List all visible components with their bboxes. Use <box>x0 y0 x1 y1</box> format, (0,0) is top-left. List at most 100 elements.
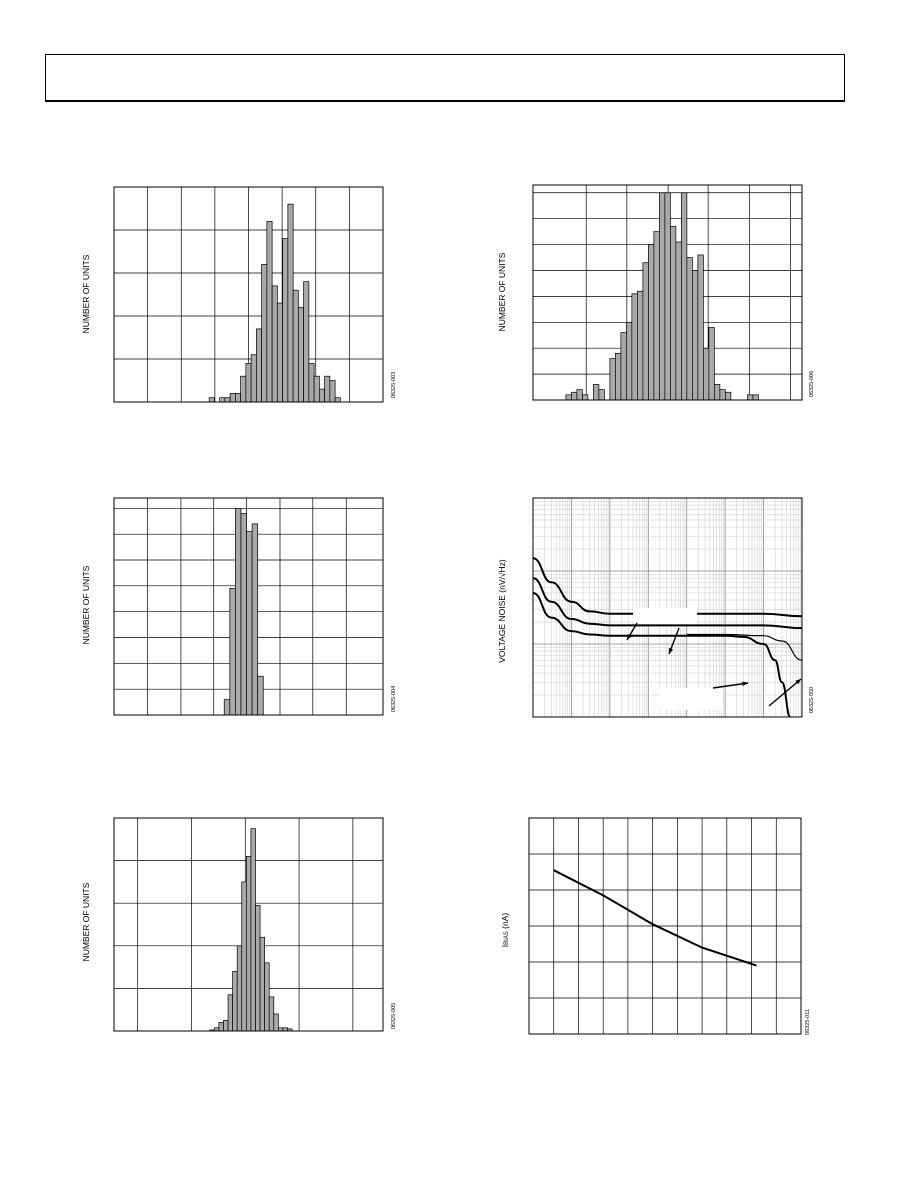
arrow-head <box>742 681 748 687</box>
chart-plot-area <box>532 184 803 401</box>
histogram-bar <box>697 254 704 401</box>
histogram-bar <box>240 375 247 403</box>
histogram-bar <box>334 397 341 403</box>
histogram-bar <box>615 353 622 401</box>
histogram-bar <box>240 513 247 716</box>
histogram-bar <box>313 375 320 403</box>
histogram-bar <box>703 347 710 401</box>
y-axis-label: IBIAS (nA) <box>500 912 510 948</box>
histogram-bar <box>308 362 315 403</box>
figure-id: 06325-003 <box>391 371 397 399</box>
histogram-bar <box>229 393 236 403</box>
noise-curve <box>686 633 802 661</box>
histogram-bar <box>620 332 627 401</box>
chart-plot-area <box>113 186 384 403</box>
histogram-bar <box>653 231 660 401</box>
noise-curve <box>533 557 802 618</box>
plot-frame <box>113 497 384 716</box>
annotation-arrow <box>712 682 749 689</box>
histogram-bar <box>609 358 616 401</box>
chart-plot-area <box>113 817 384 1032</box>
histogram-bar <box>725 391 732 401</box>
histogram-bar <box>255 904 261 1032</box>
histogram-bar <box>227 994 233 1032</box>
histogram-bar <box>631 293 638 401</box>
histogram-bar <box>277 302 283 403</box>
histogram-bar <box>681 192 688 401</box>
histogram-bar <box>282 238 289 403</box>
figure-id: 06325-005 <box>391 1002 397 1030</box>
histogram-bar <box>324 375 331 403</box>
histogram-bar <box>664 192 671 401</box>
histogram-bar <box>271 285 278 403</box>
histogram-bar <box>714 384 721 401</box>
histogram-bar <box>250 354 257 403</box>
histogram-bar <box>236 945 243 1032</box>
histogram-bar <box>218 1022 224 1032</box>
figure-id: 06325-050 <box>809 686 815 714</box>
histogram-bar <box>245 362 252 403</box>
histogram-bar <box>319 388 325 403</box>
histogram-bar <box>686 257 693 401</box>
histogram-bar <box>287 203 294 403</box>
histogram-bar <box>329 380 336 403</box>
chart-plot-area <box>532 497 803 718</box>
histogram-bar <box>593 384 600 401</box>
histogram-bar <box>251 523 259 716</box>
histogram-bar <box>268 996 275 1032</box>
arrow-head <box>668 648 674 654</box>
histogram-bar <box>257 675 264 716</box>
y-axis-label: NUMBER OF UNITS <box>81 254 91 334</box>
histogram-bar <box>219 397 226 403</box>
figure-id: 06325-011 <box>805 1009 811 1035</box>
page-header <box>45 54 845 102</box>
histogram-bar <box>223 699 231 716</box>
plot-frame <box>113 817 384 1032</box>
histogram-bar <box>256 328 262 403</box>
y-axis-label: NUMBER OF UNITS <box>497 252 507 332</box>
histogram-bar <box>648 244 655 401</box>
series-group <box>533 557 802 717</box>
histogram-bar <box>224 397 231 403</box>
plot-frame <box>532 497 803 718</box>
histogram-bar <box>642 262 649 401</box>
histogram-bar <box>232 971 238 1032</box>
histogram-bar <box>598 389 605 401</box>
histogram-bar <box>264 962 270 1032</box>
chart-plot-area <box>113 497 384 716</box>
histogram-bar <box>626 321 633 401</box>
histogram-bar <box>241 881 247 1032</box>
histogram-bar <box>659 192 666 401</box>
annotation-arrow <box>768 678 802 707</box>
y-axis-label: NUMBER OF UNITS <box>81 565 91 645</box>
histogram-bar <box>261 264 268 403</box>
y-axis-label: NUMBER OF UNITS <box>81 882 91 962</box>
histogram-bar <box>576 389 583 401</box>
noise-curve <box>533 577 802 630</box>
histogram-bar <box>692 270 699 401</box>
histogram-bar <box>229 588 236 716</box>
arrow-head <box>627 634 632 640</box>
annotation-mask <box>659 688 723 710</box>
histogram-bar <box>719 389 726 401</box>
histogram-bar <box>266 221 273 403</box>
histogram-bar <box>259 936 265 1032</box>
histogram-bar <box>675 241 682 401</box>
histogram-bar <box>246 531 253 716</box>
histogram-bar <box>235 393 241 403</box>
histogram-bar <box>708 327 715 401</box>
chart-plot-area <box>528 817 802 1035</box>
histogram-bar <box>208 397 215 403</box>
plot-frame <box>528 817 802 1035</box>
noise-curve <box>533 592 792 717</box>
histogram-bar <box>565 394 572 401</box>
histogram-bar <box>273 1013 279 1032</box>
annotation-mask <box>633 608 697 624</box>
histogram-bar <box>303 281 310 403</box>
histogram-bar <box>223 1020 229 1032</box>
histogram-bar <box>747 394 754 401</box>
histogram-bar <box>752 394 759 401</box>
histogram-bar <box>292 289 299 403</box>
plot-frame <box>532 184 803 401</box>
figure-id: 06325-006 <box>809 370 815 398</box>
